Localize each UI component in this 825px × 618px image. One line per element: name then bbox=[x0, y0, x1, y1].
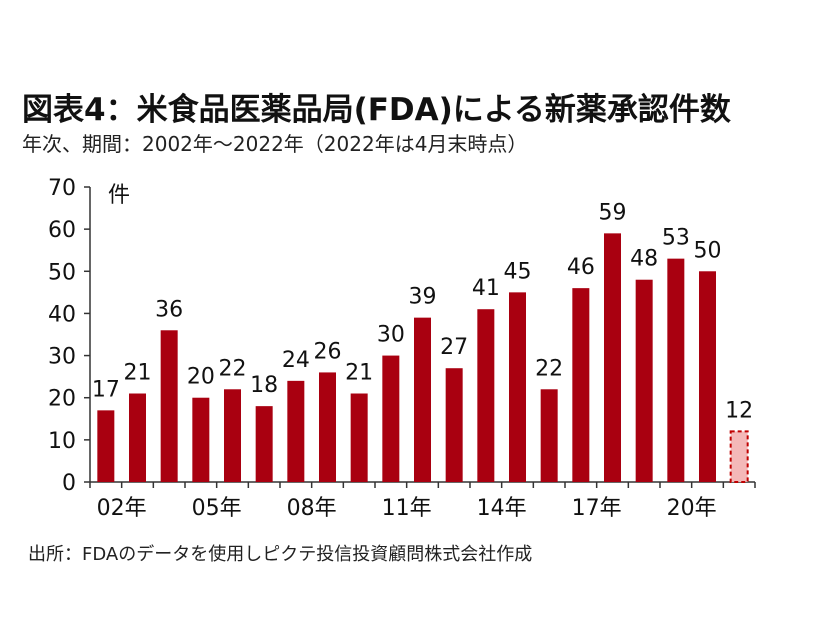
x-tick-label: 17年 bbox=[572, 496, 622, 521]
x-tick-label: 20年 bbox=[667, 496, 717, 521]
data-label-2007: 18 bbox=[250, 373, 278, 398]
data-label-2018: 59 bbox=[599, 200, 627, 225]
bar-2007 bbox=[255, 406, 273, 482]
data-label-2017: 46 bbox=[567, 255, 595, 280]
y-tick-label: 70 bbox=[48, 176, 76, 201]
data-label-2016: 22 bbox=[535, 356, 563, 381]
y-tick-label: 10 bbox=[48, 429, 76, 454]
y-tick-label: 40 bbox=[48, 302, 76, 327]
bar-2019 bbox=[635, 279, 653, 482]
data-label-2022: 12 bbox=[725, 398, 753, 423]
y-tick-label: 30 bbox=[48, 345, 76, 370]
y-tick-label: 50 bbox=[48, 260, 76, 285]
x-tick-label: 08年 bbox=[287, 496, 337, 521]
x-tick-label: 14年 bbox=[477, 496, 527, 521]
y-tick-label: 20 bbox=[48, 387, 76, 412]
bar-2017 bbox=[572, 288, 590, 482]
chart-bars bbox=[97, 233, 749, 483]
y-axis-unit-label: 件 bbox=[108, 183, 130, 208]
bar-2015 bbox=[509, 292, 526, 482]
bar-2013 bbox=[445, 368, 463, 482]
bar-2002 bbox=[97, 410, 115, 482]
bar-partial-2022 bbox=[729, 430, 749, 483]
data-label-2014: 41 bbox=[472, 276, 500, 301]
bar-2005 bbox=[192, 397, 210, 482]
bar-2006 bbox=[224, 389, 241, 482]
y-tick-label: 60 bbox=[48, 218, 76, 243]
bar-2008 bbox=[287, 380, 305, 482]
data-label-2005: 20 bbox=[187, 365, 215, 390]
y-tick-label: 0 bbox=[62, 471, 76, 496]
x-tick-label: 05年 bbox=[192, 496, 242, 521]
chart-axes: 0 10 20 30 40 50 60 70 02年 05年 08年 11年 14年 17年 20年 bbox=[48, 176, 756, 521]
bar-2004 bbox=[160, 330, 178, 482]
data-label-2013: 27 bbox=[440, 335, 468, 360]
data-label-2012: 39 bbox=[409, 285, 437, 310]
data-label-2008: 24 bbox=[282, 348, 310, 373]
data-label-2015: 45 bbox=[504, 259, 532, 284]
chart-title: 図表4：米食品医薬品局(FDA)による新薬承認件数 bbox=[22, 92, 731, 128]
bar-2014 bbox=[477, 309, 495, 482]
bar-2012 bbox=[414, 317, 431, 482]
bar-2009 bbox=[319, 372, 336, 482]
data-label-2010: 21 bbox=[345, 361, 373, 386]
chart-subtitle: 年次、期間：2002年～2022年（2022年は4月末時点） bbox=[22, 132, 528, 156]
data-label-2002: 17 bbox=[92, 377, 120, 402]
data-label-2011: 30 bbox=[377, 323, 405, 348]
data-label-2006: 22 bbox=[219, 356, 247, 381]
bar-2020 bbox=[667, 258, 685, 482]
x-tick-label: 02年 bbox=[97, 496, 147, 521]
bar-2003 bbox=[129, 393, 146, 482]
data-label-2009: 26 bbox=[314, 339, 342, 364]
data-label-2020: 53 bbox=[662, 226, 690, 251]
bar-2021 bbox=[699, 271, 716, 482]
bar-2016 bbox=[540, 389, 558, 482]
data-label-2019: 48 bbox=[630, 247, 658, 272]
bar-2018 bbox=[604, 233, 621, 482]
data-label-2004: 36 bbox=[155, 297, 183, 322]
data-label-2021: 50 bbox=[694, 238, 722, 263]
data-label-2003: 21 bbox=[124, 361, 152, 386]
x-tick-label: 11年 bbox=[382, 496, 432, 521]
bar-2010 bbox=[350, 393, 368, 482]
source-note: 出所：FDAのデータを使用しピクテ投信投資顧問株式会社作成 bbox=[28, 544, 533, 565]
bar-2011 bbox=[382, 355, 400, 482]
